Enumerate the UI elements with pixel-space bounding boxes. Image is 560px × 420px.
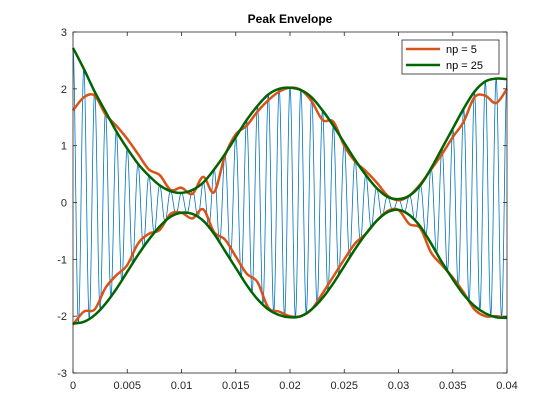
x-tick-label: 0.02 <box>279 380 300 392</box>
x-tick-label: 0.03 <box>388 380 409 392</box>
axes-background <box>73 32 507 373</box>
y-tick-label: 0 <box>61 198 67 210</box>
x-tick-label: 0.04 <box>496 380 517 392</box>
y-tick-label: 3 <box>61 27 67 39</box>
plot-layer <box>71 47 509 326</box>
x-tick-label: 0.015 <box>222 380 250 392</box>
y-tick-label: 1 <box>61 141 67 153</box>
envelope-np-25-lower <box>72 208 508 325</box>
x-tick-label: 0.005 <box>113 380 141 392</box>
x-tick-label: 0 <box>70 380 76 392</box>
y-tick-label: -1 <box>57 254 67 266</box>
legend-label-np-5: np = 5 <box>446 44 477 56</box>
chart-title: Peak Envelope <box>248 12 333 26</box>
x-tick-label: 0.025 <box>330 380 358 392</box>
envelope-np-25-upper <box>71 47 508 201</box>
tick-layer: 0 0.005 0.01 0.015 0.02 0.025 0.03 0.035 0.04 -3 -… <box>57 27 517 392</box>
y-tick-label: 2 <box>61 84 67 96</box>
x-tick-label: 0.01 <box>171 380 192 392</box>
legend: np = 5 np = 25 <box>401 39 500 75</box>
y-tick-label: -3 <box>57 368 67 380</box>
legend-box <box>401 39 500 75</box>
y-tick-label: -2 <box>57 311 67 323</box>
legend-label-np-25: np = 25 <box>446 60 483 72</box>
x-tick-label: 0.035 <box>439 380 467 392</box>
